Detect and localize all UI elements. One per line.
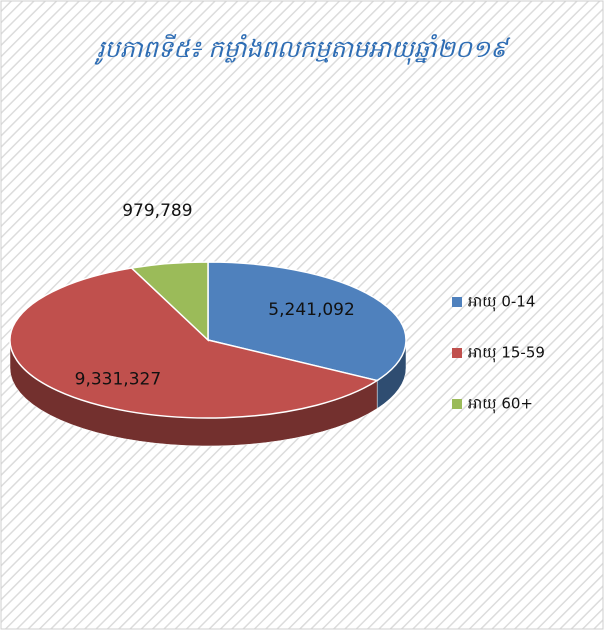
legend-label: អាយុ 0-14 (468, 293, 535, 312)
data-label: 9,331,327 (75, 370, 162, 390)
chart-title: រូបភាពទី៥៖ កម្លាំងពលកម្មតាមអាយុឆ្នាំ២០១៩ (94, 34, 512, 65)
data-label: 5,241,092 (268, 300, 355, 320)
legend-label: អាយុ 60+ (468, 395, 533, 414)
pie-slice (130, 261, 209, 342)
pie-slice (9, 267, 380, 419)
legend-swatch (452, 399, 462, 409)
legend-label: អាយុ 15-59 (468, 344, 545, 363)
pie-slice (207, 261, 407, 382)
pie: 5,241,092 9,331,327 979,789 (9, 201, 407, 447)
legend-swatch (452, 297, 462, 307)
legend-swatch (452, 348, 462, 358)
data-label: 979,789 (122, 201, 192, 221)
legend: អាយុ 0-14 អាយុ 15-59 អាយុ 60+ (452, 293, 545, 414)
